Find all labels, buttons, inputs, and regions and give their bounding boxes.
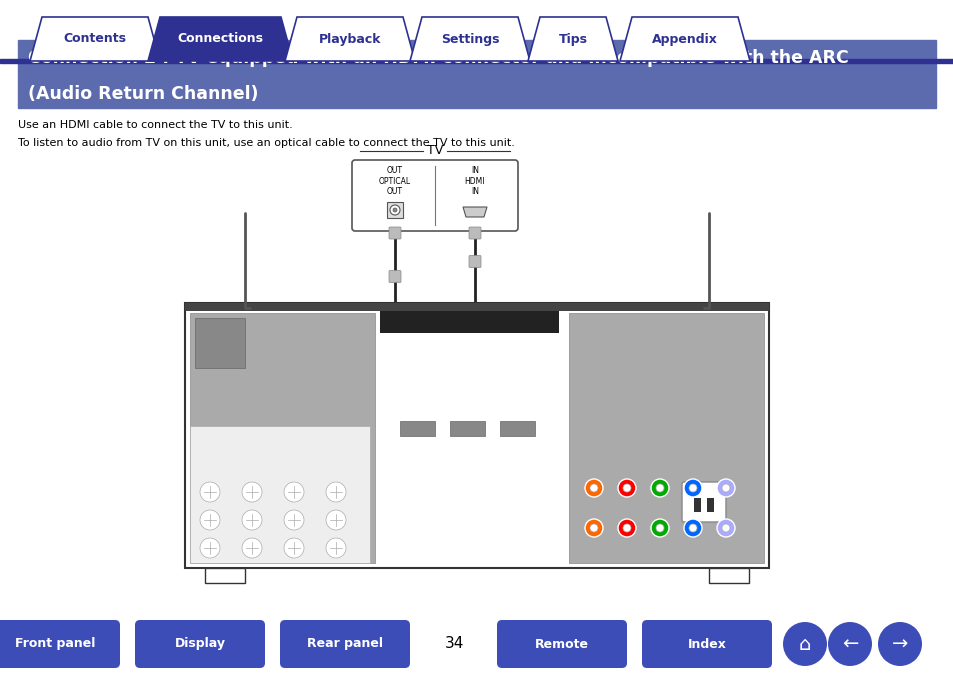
Circle shape — [284, 538, 304, 558]
Text: →: → — [891, 635, 907, 653]
Circle shape — [717, 479, 734, 497]
Text: (Audio Return Channel): (Audio Return Channel) — [28, 85, 258, 103]
Polygon shape — [148, 17, 293, 61]
FancyBboxPatch shape — [497, 620, 626, 668]
Circle shape — [390, 205, 399, 215]
Circle shape — [683, 479, 701, 497]
Text: TV: TV — [426, 145, 442, 157]
Circle shape — [584, 479, 602, 497]
Circle shape — [650, 479, 668, 497]
Circle shape — [589, 484, 598, 492]
Text: Tips: Tips — [558, 32, 587, 46]
Text: 34: 34 — [445, 637, 464, 651]
Circle shape — [242, 538, 262, 558]
Circle shape — [721, 524, 729, 532]
Bar — [693, 498, 700, 512]
Text: OPTICAL: OPTICAL — [378, 178, 411, 186]
Polygon shape — [527, 17, 618, 61]
Circle shape — [326, 538, 346, 558]
Circle shape — [242, 510, 262, 530]
Circle shape — [589, 524, 598, 532]
Circle shape — [326, 482, 346, 502]
Bar — [450, 421, 484, 436]
Circle shape — [200, 510, 220, 530]
Text: Rear panel: Rear panel — [307, 637, 382, 651]
Bar — [185, 303, 768, 311]
Polygon shape — [462, 207, 486, 217]
Text: Playback: Playback — [318, 32, 381, 46]
Bar — [706, 498, 713, 512]
Bar — [18, 40, 935, 108]
Bar — [387, 202, 402, 218]
Text: Contents: Contents — [64, 32, 127, 46]
Bar — [379, 311, 558, 333]
Text: Settings: Settings — [440, 32, 498, 46]
FancyBboxPatch shape — [352, 160, 517, 231]
FancyBboxPatch shape — [641, 620, 771, 668]
Text: ←: ← — [841, 635, 858, 653]
Circle shape — [200, 482, 220, 502]
FancyBboxPatch shape — [469, 227, 480, 239]
Bar — [194, 318, 245, 368]
Text: Remote: Remote — [535, 637, 588, 651]
Polygon shape — [619, 17, 749, 61]
FancyBboxPatch shape — [280, 620, 410, 668]
FancyBboxPatch shape — [135, 620, 265, 668]
Text: Front panel: Front panel — [15, 637, 95, 651]
Text: IN: IN — [471, 188, 478, 197]
Circle shape — [717, 519, 734, 537]
Circle shape — [200, 538, 220, 558]
Circle shape — [782, 622, 826, 666]
Bar — [568, 313, 763, 563]
Text: HDMI: HDMI — [464, 178, 485, 186]
Circle shape — [622, 484, 630, 492]
Circle shape — [618, 479, 636, 497]
Circle shape — [284, 482, 304, 502]
Circle shape — [827, 622, 871, 666]
Polygon shape — [30, 17, 160, 61]
Circle shape — [584, 519, 602, 537]
Text: ⌂: ⌂ — [798, 635, 810, 653]
Text: Use an HDMI cable to connect the TV to this unit.: Use an HDMI cable to connect the TV to t… — [18, 120, 293, 130]
Text: Connections: Connections — [177, 32, 263, 46]
Circle shape — [688, 484, 697, 492]
Circle shape — [622, 524, 630, 532]
Circle shape — [393, 208, 396, 212]
Circle shape — [688, 524, 697, 532]
Bar — [708, 568, 748, 583]
Bar — [185, 303, 768, 568]
Text: OUT: OUT — [387, 166, 402, 176]
Bar — [205, 568, 245, 583]
Circle shape — [656, 524, 663, 532]
Text: Appendix: Appendix — [652, 32, 718, 46]
Circle shape — [877, 622, 921, 666]
Circle shape — [242, 482, 262, 502]
Circle shape — [656, 484, 663, 492]
Text: Display: Display — [174, 637, 225, 651]
Text: IN: IN — [471, 166, 478, 176]
Text: To listen to audio from TV on this unit, use an optical cable to connect the TV : To listen to audio from TV on this unit,… — [18, 138, 515, 148]
Polygon shape — [285, 17, 415, 61]
Text: Index: Index — [687, 637, 725, 651]
Polygon shape — [410, 17, 530, 61]
Circle shape — [650, 519, 668, 537]
Circle shape — [721, 484, 729, 492]
FancyBboxPatch shape — [469, 256, 480, 267]
Bar — [0, 59, 953, 63]
FancyBboxPatch shape — [389, 227, 400, 239]
Bar — [499, 421, 535, 436]
Bar — [399, 421, 435, 436]
FancyBboxPatch shape — [389, 271, 400, 283]
Text: Connection 2 : TV equipped with an HDMI connector and incompatible with the ARC: Connection 2 : TV equipped with an HDMI … — [28, 49, 848, 67]
Circle shape — [284, 510, 304, 530]
Bar — [190, 313, 375, 563]
Circle shape — [326, 510, 346, 530]
Circle shape — [683, 519, 701, 537]
Bar — [190, 425, 370, 563]
Text: OUT: OUT — [387, 188, 402, 197]
FancyBboxPatch shape — [0, 620, 120, 668]
Circle shape — [618, 519, 636, 537]
FancyBboxPatch shape — [681, 482, 725, 522]
